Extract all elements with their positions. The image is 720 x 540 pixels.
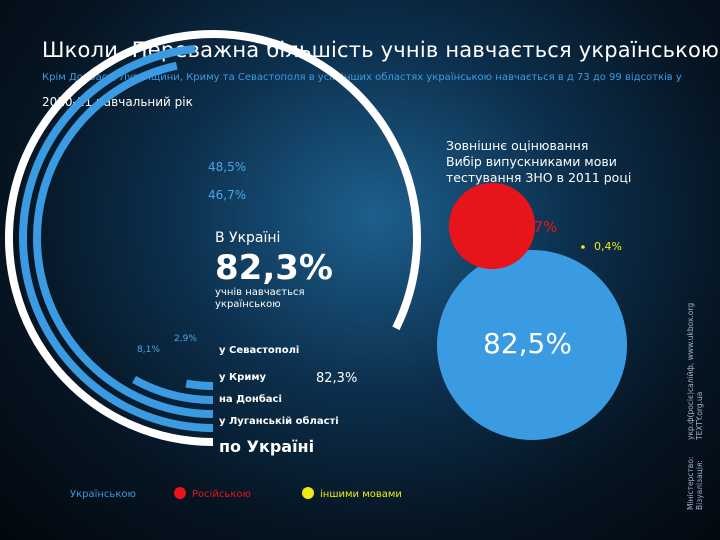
ring-value-у-севастополі: 2,9% — [174, 334, 197, 344]
bubble-іншими-мовами — [581, 245, 585, 249]
external-title-line-3: тестування ЗНО в 2011 році — [446, 170, 632, 185]
legend-dot-russian — [174, 487, 186, 499]
legend-label-ukrainian: Українською — [70, 489, 136, 500]
ring-value-по-україні: 82,3% — [316, 371, 358, 386]
radial-bar-chart — [5, 30, 421, 446]
ring-category-у-криму: у Криму — [219, 372, 267, 383]
credits-line-2-value: TEXTY.org.ua — [695, 391, 704, 440]
ring-arc-у-криму — [132, 375, 214, 404]
bubble-value-українською: 82,5% — [483, 327, 572, 360]
ring-value-у-криму: 8,1% — [137, 345, 160, 355]
bubble-value-іншими-мовами: 0,4% — [594, 240, 622, 253]
bubble-українською — [437, 250, 627, 440]
ring-category-у-севастополі: у Севастополі — [219, 345, 300, 356]
legend-dot-other — [302, 487, 314, 499]
legend-label-other: іншими мовами — [320, 489, 402, 500]
ring-arc-на-донбасі — [33, 61, 214, 418]
external-title-line-2: Вибір випускниками мови — [446, 154, 617, 169]
legend-item-other: іншими мовами — [302, 487, 402, 500]
external-testing-title: Зовнішнє оцінювання Вибір випускниками м… — [446, 138, 676, 186]
ring-category-на-донбасі: на Донбасі — [219, 394, 282, 405]
ring-category-по-україні: по Україні — [219, 437, 315, 456]
legend-item-russian: Російською — [174, 487, 251, 500]
ukraine-label: В Україні — [215, 230, 281, 246]
credits-line-2: Візуалізація: — [695, 460, 704, 510]
ring-arc-по-україні — [5, 30, 421, 446]
page-subtitle: Крім Донбасу, Луганщини, Криму та Севаст… — [42, 72, 682, 83]
bubble-chart — [437, 182, 627, 440]
ring-value-у-луганській-області: 48,5% — [208, 160, 247, 174]
external-title-line-1: Зовнішнє оцінювання — [446, 138, 589, 153]
ukraine-description: учнів навчається українською — [215, 287, 305, 310]
legend-label-russian: Російською — [192, 489, 251, 500]
legend-item-ukrainian: Українською — [70, 489, 136, 500]
credits: Міністерство: Візуалізація: укр.ф(росіє)… — [686, 290, 704, 510]
credits-line-1-value: укр.ф(росіє)салійф, www.ukbox.org — [686, 302, 695, 440]
ring-category-у-луганській-області: у Луганській області — [219, 416, 339, 427]
credits-line-1: Міністерство: — [686, 456, 695, 510]
bubble-value-російською: 17% — [524, 218, 558, 236]
ring-value-на-донбасі: 46,7% — [208, 188, 247, 202]
ring-arc-у-луганській-області — [19, 44, 214, 432]
ukraine-value: 82,3% — [215, 248, 333, 288]
bubble-російською — [448, 182, 536, 270]
ring-arc-у-севастополі — [185, 379, 214, 390]
